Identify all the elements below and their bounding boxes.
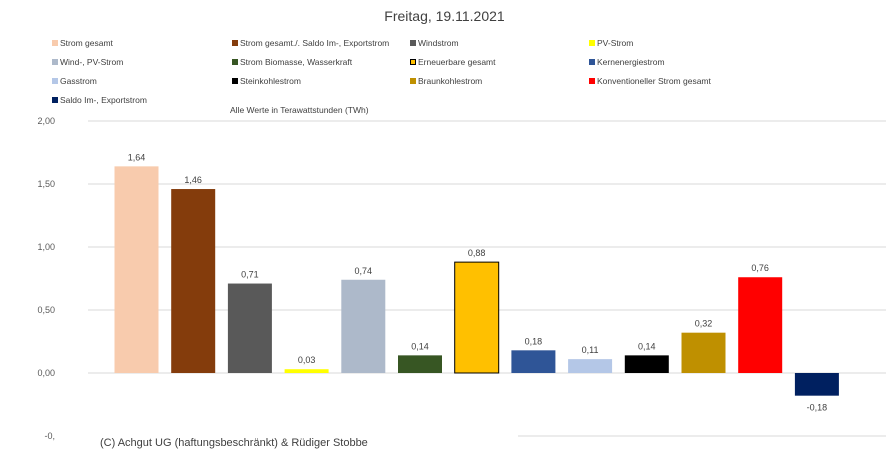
- legend-label: Kernenergiestrom: [597, 57, 665, 67]
- bar-3: [284, 369, 329, 373]
- data-label: 0,71: [241, 270, 259, 280]
- bar-0: [114, 166, 159, 373]
- y-tick-label: 0,50: [37, 305, 55, 315]
- legend-swatch: [410, 59, 416, 65]
- legend-item: Kernenergiestrom: [589, 57, 665, 67]
- bar-10: [681, 332, 726, 373]
- legend-swatch: [232, 59, 238, 65]
- legend-item: Strom gesamt: [52, 38, 113, 48]
- data-label: 0,14: [638, 341, 656, 351]
- bar-11: [738, 277, 783, 373]
- legend-swatch: [232, 40, 238, 46]
- legend-swatch: [232, 78, 238, 84]
- legend-label: Saldo Im-, Exportstrom: [60, 95, 147, 105]
- data-label: 0,74: [355, 266, 373, 276]
- legend-label: PV-Strom: [597, 38, 634, 48]
- legend-swatch: [410, 78, 416, 84]
- data-label: 0,11: [582, 345, 599, 355]
- y-tick-label: 2,00: [37, 116, 55, 126]
- legend-item: Wind-, PV-Strom: [52, 57, 123, 67]
- legend-label: Konventioneller Strom gesamt: [597, 76, 711, 86]
- data-label: -0,18: [807, 403, 828, 413]
- legend-label: Strom gesamt./. Saldo Im-, Exportstrom: [240, 38, 390, 48]
- legend-label: Steinkohlestrom: [240, 76, 301, 86]
- bar-1: [171, 189, 216, 373]
- bar-7: [511, 350, 556, 373]
- data-label: 1,64: [128, 152, 146, 162]
- data-label: 0,88: [468, 248, 486, 258]
- legend-swatch: [52, 40, 58, 46]
- bar-9: [624, 355, 669, 373]
- bar-8: [568, 359, 613, 373]
- legend-swatch: [52, 97, 58, 103]
- data-label: 1,46: [184, 175, 202, 185]
- legend-label: Strom gesamt: [60, 38, 113, 48]
- y-tick-label: 0,00: [37, 368, 55, 378]
- data-label: 0,03: [298, 355, 316, 365]
- data-label: 0,32: [695, 319, 713, 329]
- bar-12: [794, 373, 839, 396]
- legend-label: Braunkohlestrom: [418, 76, 483, 86]
- legend-item: Windstrom: [410, 38, 459, 48]
- legend-item: Braunkohlestrom: [410, 76, 482, 86]
- units-note: Alle Werte in Terawattstunden (TWh): [230, 105, 369, 115]
- legend-swatch: [589, 59, 595, 65]
- copyright-credit: (C) Achgut UG (haftungsbeschränkt) & Rüd…: [100, 437, 368, 449]
- legend-item: Erneuerbare gesamt: [410, 57, 496, 67]
- data-label: 0,14: [411, 341, 429, 351]
- legend-label: Wind-, PV-Strom: [60, 57, 124, 67]
- legend-swatch: [52, 78, 58, 84]
- bar-6: [454, 261, 500, 374]
- y-tick-label: 1,00: [37, 242, 55, 252]
- legend-label: Windstrom: [418, 38, 459, 48]
- legend-item: Strom gesamt./. Saldo Im-, Exportstrom: [232, 38, 389, 48]
- legend-swatch: [589, 78, 595, 84]
- data-label: 0,76: [751, 263, 769, 273]
- legend-item: PV-Strom: [589, 38, 633, 48]
- legend-item: Steinkohlestrom: [232, 76, 301, 86]
- chart-title: Freitag, 19.11.2021: [384, 8, 505, 24]
- legend-label: Erneuerbare gesamt: [418, 57, 496, 67]
- bar-2: [227, 283, 272, 373]
- legend-item: Strom Biomasse, Wasserkraft: [232, 57, 352, 67]
- legend-item: Saldo Im-, Exportstrom: [52, 95, 147, 105]
- legend-label: Gasstrom: [60, 76, 97, 86]
- y-tick-label: -0,: [44, 431, 55, 441]
- bar-4: [341, 279, 386, 373]
- legend-swatch: [52, 59, 58, 65]
- legend-swatch: [410, 40, 416, 46]
- legend-item: Gasstrom: [52, 76, 97, 86]
- y-tick-label: 1,50: [37, 179, 55, 189]
- bar-5: [398, 355, 442, 373]
- legend-swatch: [589, 40, 595, 46]
- data-label: 0,18: [525, 336, 543, 346]
- legend-label: Strom Biomasse, Wasserkraft: [240, 57, 353, 67]
- legend-item: Konventioneller Strom gesamt: [589, 76, 711, 86]
